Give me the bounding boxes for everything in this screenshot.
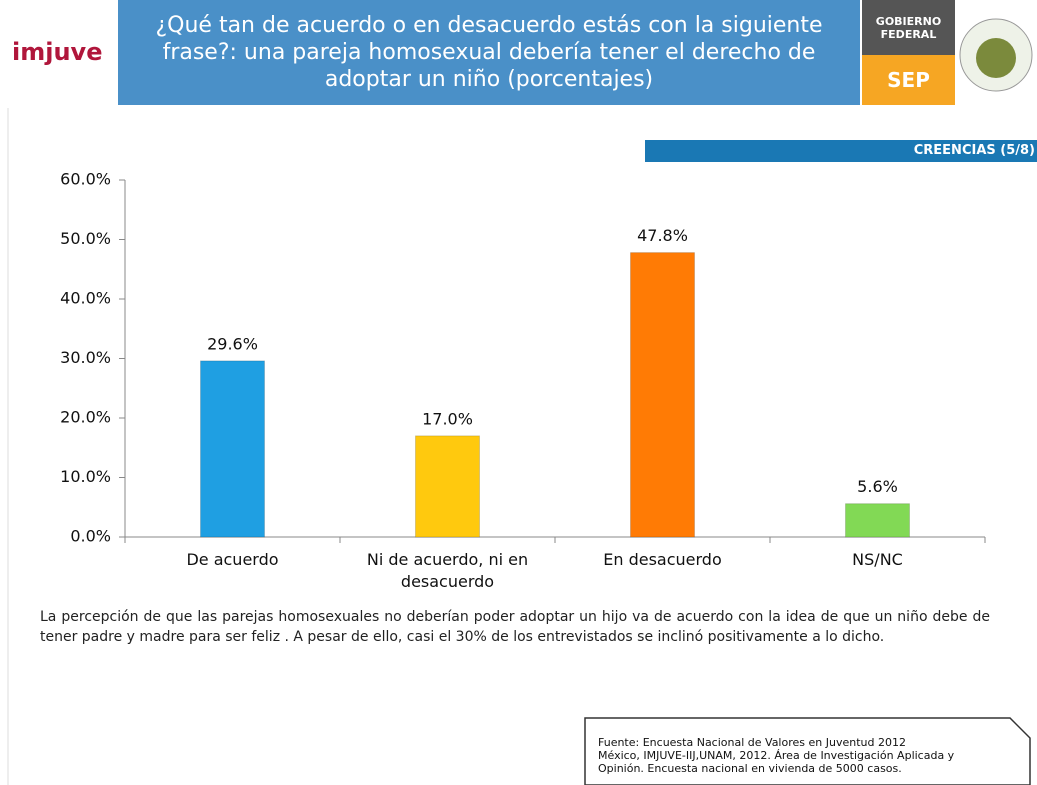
source: Fuente: Encuesta Nacional de Valores en … [598, 736, 1023, 775]
source-line: Fuente: Encuesta Nacional de Valores en … [598, 736, 906, 749]
y-tick-label: 40.0% [60, 289, 111, 308]
x-tick-label: De acuerdo [186, 550, 279, 569]
bar [200, 360, 265, 538]
sep: SEP [862, 55, 955, 105]
source-line: Opinión. Encuesta nacional en vivienda d… [598, 762, 902, 775]
bar [630, 252, 695, 538]
x-tick-label: NS/NC [852, 550, 903, 569]
bar [845, 503, 910, 538]
source-line: México, IMJUVE-IIJ,UNAM, 2012. Área de I… [598, 749, 955, 762]
bar [415, 435, 480, 538]
value-label: 29.6% [207, 334, 258, 353]
section-label: CREENCIAS (5/8) [645, 140, 1037, 162]
source-box [584, 717, 1031, 785]
y-tick-label: 10.0% [60, 467, 111, 486]
value-label: 17.0% [422, 409, 473, 428]
value-label: 5.6% [857, 477, 898, 496]
y-tick-label: 20.0% [60, 408, 111, 427]
x-tick-label: Ni de acuerdo, ni en desacuerdo [366, 550, 529, 591]
note: La percepción de que las parejas homosex… [40, 609, 990, 645]
y-tick-label: 60.0% [60, 170, 111, 189]
y-tick-label: 0.0% [70, 527, 111, 546]
value-label: 47.8% [637, 226, 688, 245]
y-tick-label: 30.0% [60, 348, 111, 367]
header-title: ¿Qué tan de acuerdo o en desacuerdo está… [118, 0, 860, 105]
seal-emblem [976, 38, 1016, 78]
gobierno: GOBIERNO FEDERAL [862, 0, 955, 55]
y-tick-label: 50.0% [60, 229, 111, 248]
logo: imjuve [12, 38, 103, 66]
x-tick-label: En desacuerdo [603, 550, 722, 569]
